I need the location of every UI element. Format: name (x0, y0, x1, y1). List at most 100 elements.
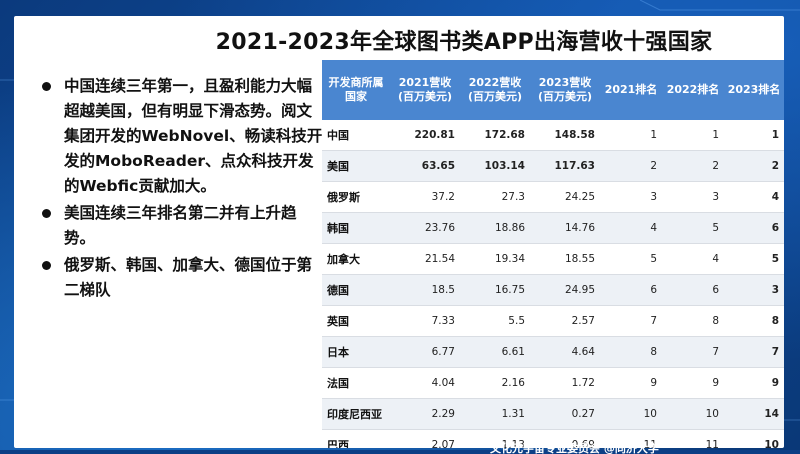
value-cell: 19.34 (460, 243, 530, 275)
bullet-list: 中国连续三年第一，且盈利能力大幅超越美国，但有明显下滑态势。阅文集团开发的Web… (42, 74, 324, 305)
table-row: 美国 63.65 103.14 117.63 2 2 2 (322, 150, 784, 182)
footer-credit: 文化元宇宙专业委员会 @同济大学 (490, 442, 659, 454)
value-cell: 4.64 (530, 336, 600, 368)
table-row: 日本 6.77 6.61 4.64 8 7 7 (322, 336, 784, 368)
value-cell: 2.16 (460, 367, 530, 399)
column-header: 2022排名 (662, 60, 724, 120)
value-cell: 8 (662, 305, 724, 337)
value-cell: 7 (724, 336, 784, 368)
value-cell: 5 (600, 243, 662, 275)
value-cell: 103.14 (460, 150, 530, 182)
value-cell: 16.75 (460, 274, 530, 306)
value-cell: 2 (600, 150, 662, 182)
value-cell: 27.3 (460, 181, 530, 213)
value-cell: 4 (600, 212, 662, 244)
slide-title: 2021-2023年全球图书类APP出海营收十强国家 (215, 30, 713, 55)
value-cell: 37.2 (390, 181, 460, 213)
value-cell: 10 (662, 398, 724, 430)
value-cell: 7 (662, 336, 724, 368)
table-row: 英国 7.33 5.5 2.57 7 8 8 (322, 305, 784, 337)
value-cell: 11 (662, 429, 724, 448)
value-cell: 5.5 (460, 305, 530, 337)
table-row: 加拿大 21.54 19.34 18.55 5 4 5 (322, 243, 784, 275)
value-cell: 24.25 (530, 181, 600, 213)
bullet-item: 美国连续三年排名第二并有上升趋势。 (42, 201, 324, 251)
country-cell: 巴西 (322, 429, 390, 448)
value-cell: 7.33 (390, 305, 460, 337)
value-cell: 9 (724, 367, 784, 399)
ranking-table: 开发商所属国家 2021营收(百万美元) 2022营收(百万美元) 2023营收… (322, 60, 784, 448)
value-cell: 5 (724, 243, 784, 275)
value-cell: 14.76 (530, 212, 600, 244)
table-header-row: 开发商所属国家 2021营收(百万美元) 2022营收(百万美元) 2023营收… (322, 60, 784, 120)
table-row: 巴西 2.07 1.13 0.69 11 11 10 (322, 429, 784, 448)
value-cell: 1.72 (530, 367, 600, 399)
value-cell: 9 (662, 367, 724, 399)
value-cell: 0.27 (530, 398, 600, 430)
country-cell: 韩国 (322, 212, 390, 244)
column-header: 2021营收(百万美元) (390, 60, 460, 120)
slide: 2021-2023年全球图书类APP出海营收十强国家 中国连续三年第一，且盈利能… (14, 16, 784, 448)
value-cell: 3 (600, 181, 662, 213)
value-cell: 2 (662, 150, 724, 182)
value-cell: 24.95 (530, 274, 600, 306)
value-cell: 6.61 (460, 336, 530, 368)
country-cell: 德国 (322, 274, 390, 306)
value-cell: 2.29 (390, 398, 460, 430)
value-cell: 1 (600, 120, 662, 151)
value-cell: 23.76 (390, 212, 460, 244)
value-cell: 18.55 (530, 243, 600, 275)
value-cell: 63.65 (390, 150, 460, 182)
value-cell: 10 (600, 398, 662, 430)
table-row: 韩国 23.76 18.86 14.76 4 5 6 (322, 212, 784, 244)
value-cell: 9 (600, 367, 662, 399)
value-cell: 8 (600, 336, 662, 368)
value-cell: 2.07 (390, 429, 460, 448)
country-cell: 日本 (322, 336, 390, 368)
value-cell: 220.81 (390, 120, 460, 151)
bullet-item: 俄罗斯、韩国、加拿大、德国位于第二梯队 (42, 253, 324, 303)
country-cell: 中国 (322, 120, 390, 151)
country-cell: 美国 (322, 150, 390, 182)
country-cell: 加拿大 (322, 243, 390, 275)
value-cell: 1.31 (460, 398, 530, 430)
value-cell: 2.57 (530, 305, 600, 337)
table-row: 德国 18.5 16.75 24.95 6 6 3 (322, 274, 784, 306)
value-cell: 117.63 (530, 150, 600, 182)
table-row: 俄罗斯 37.2 27.3 24.25 3 3 4 (322, 181, 784, 213)
value-cell: 6.77 (390, 336, 460, 368)
ranking-table-container: 开发商所属国家 2021营收(百万美元) 2022营收(百万美元) 2023营收… (322, 60, 784, 448)
value-cell: 6 (600, 274, 662, 306)
value-cell: 0.69 (530, 429, 600, 448)
value-cell: 4.04 (390, 367, 460, 399)
table-row: 中国 220.81 172.68 148.58 1 1 1 (322, 120, 784, 151)
value-cell: 7 (600, 305, 662, 337)
country-cell: 英国 (322, 305, 390, 337)
value-cell: 21.54 (390, 243, 460, 275)
value-cell: 172.68 (460, 120, 530, 151)
value-cell: 6 (724, 212, 784, 244)
value-cell: 6 (662, 274, 724, 306)
country-cell: 印度尼西亚 (322, 398, 390, 430)
value-cell: 1.13 (460, 429, 530, 448)
value-cell: 148.58 (530, 120, 600, 151)
bullet-dot-icon (42, 261, 51, 270)
value-cell: 14 (724, 398, 784, 430)
value-cell: 18.5 (390, 274, 460, 306)
value-cell: 2 (724, 150, 784, 182)
column-header: 2023排名 (724, 60, 784, 120)
bullet-dot-icon (42, 82, 51, 91)
table-body: 中国 220.81 172.68 148.58 1 1 1 美国 63.65 103.14 117.… (322, 120, 784, 448)
column-header: 2021排名 (600, 60, 662, 120)
value-cell: 18.86 (460, 212, 530, 244)
column-header: 开发商所属国家 (322, 60, 390, 120)
column-header: 2023营收(百万美元) (530, 60, 600, 120)
value-cell: 4 (662, 243, 724, 275)
country-cell: 俄罗斯 (322, 181, 390, 213)
bullet-item: 中国连续三年第一，且盈利能力大幅超越美国，但有明显下滑态势。阅文集团开发的Web… (42, 74, 324, 199)
bullet-dot-icon (42, 209, 51, 218)
table-row: 法国 4.04 2.16 1.72 9 9 9 (322, 367, 784, 399)
value-cell: 3 (724, 274, 784, 306)
value-cell: 1 (724, 120, 784, 151)
value-cell: 3 (662, 181, 724, 213)
